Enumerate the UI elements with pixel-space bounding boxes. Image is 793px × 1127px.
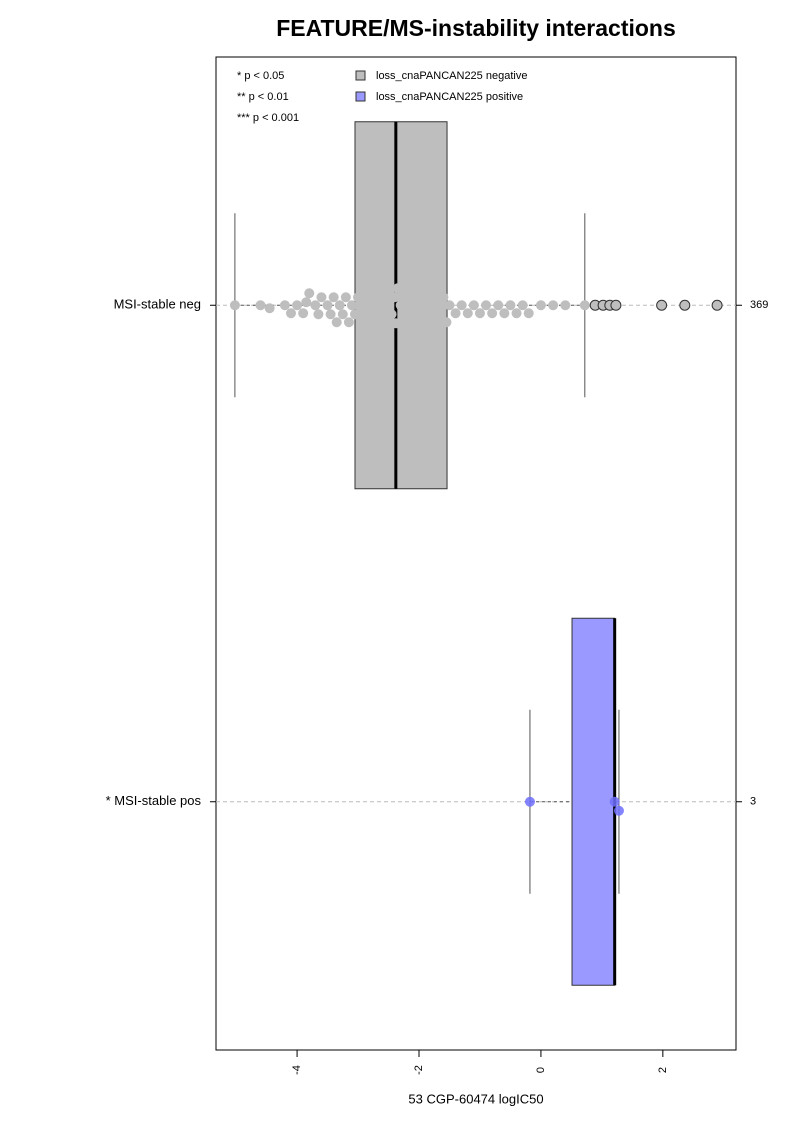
data-point [505,300,516,311]
data-point [374,309,385,320]
data-point [298,308,309,319]
data-point [395,300,406,311]
data-point [417,317,428,328]
data-point [407,300,418,311]
data-point [517,300,528,311]
data-point [371,300,382,311]
annotation: * p < 0.05 [237,70,284,82]
group-count: 3 [750,796,756,808]
data-point [365,292,376,303]
data-point [279,300,290,311]
data-point [359,300,370,311]
data-point [609,796,620,807]
data-point [377,292,388,303]
data-point [353,292,364,303]
data-point [310,300,321,311]
data-point [292,300,303,311]
data-point [390,318,401,329]
data-point [346,300,357,311]
outlier [610,299,622,311]
data-point [426,292,437,303]
legend-label: loss_cnaPANCAN225 positive [376,91,523,103]
data-point [414,292,425,303]
data-point [481,300,492,311]
data-point [331,317,342,328]
data-point [523,308,534,319]
data-point [398,309,409,320]
annotation: ** p < 0.01 [237,91,289,103]
box [571,617,616,986]
data-point [450,308,461,319]
outlier [679,299,691,311]
data-point [301,297,312,308]
x-tick-label: 2 [657,1067,669,1073]
data-point [389,292,400,303]
annotation: *** p < 0.001 [237,112,299,124]
data-point [349,309,360,320]
data-point [316,292,327,303]
x-tick-label: 0 [535,1067,547,1073]
data-point [229,300,240,311]
legend-swatch [355,70,366,81]
data-point [560,300,571,311]
data-point [325,309,336,320]
x-tick-label: -2 [413,1065,425,1075]
data-point [441,317,452,328]
data-point [343,317,354,328]
data-point [487,308,498,319]
data-point [368,317,379,328]
data-point [429,317,440,328]
data-point [548,300,559,311]
data-point [423,309,434,320]
outlier [711,299,723,311]
data-point [313,309,324,320]
data-point [404,317,415,328]
data-point [524,796,535,807]
x-tick-label: -4 [291,1065,303,1075]
data-point [474,308,485,319]
data-point [356,317,367,328]
data-point [383,300,394,311]
data-point [444,300,455,311]
data-point [285,308,296,319]
data-point [328,292,339,303]
data-point [435,309,446,320]
plot-frame [215,56,737,1051]
data-point [386,309,397,320]
data-point [511,308,522,319]
group-label: MSI-stable neg [114,297,201,312]
data-point [264,303,275,314]
data-point [432,300,443,311]
outlier [656,299,668,311]
data-point [322,300,333,311]
legend-swatch [355,91,366,102]
chart-title: FEATURE/MS-instability interactions [276,15,676,41]
data-point [462,308,473,319]
group-label: * MSI-stable pos [106,793,202,808]
data-point [468,300,479,311]
data-point [438,292,449,303]
data-point [401,292,412,303]
data-point [334,300,345,311]
data-point [456,300,467,311]
data-point [493,300,504,311]
data-point [337,309,348,320]
data-point [420,300,431,311]
data-point [613,805,624,816]
data-point [410,309,421,320]
group-count: 369 [750,299,768,311]
data-point [304,288,315,299]
x-axis-label: 53 CGP-60474 logIC50 [408,1091,543,1106]
data-point [255,300,266,311]
data-point [380,317,391,328]
data-point [392,283,403,294]
legend-label: loss_cnaPANCAN225 negative [376,70,527,82]
data-point [340,292,351,303]
data-point [362,309,373,320]
data-point [579,300,590,311]
data-point [535,300,546,311]
data-point [499,308,510,319]
